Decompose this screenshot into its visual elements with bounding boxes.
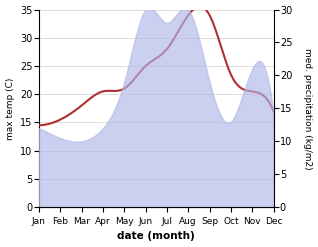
Y-axis label: med. precipitation (kg/m2): med. precipitation (kg/m2)	[303, 48, 313, 169]
X-axis label: date (month): date (month)	[117, 231, 195, 242]
Y-axis label: max temp (C): max temp (C)	[5, 77, 15, 140]
